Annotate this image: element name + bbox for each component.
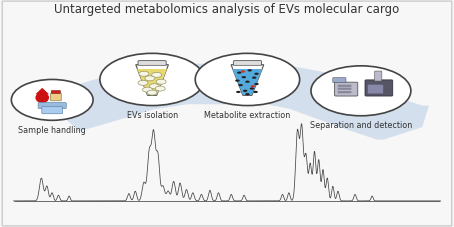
Circle shape [311,66,411,116]
Circle shape [252,76,257,79]
Text: Separation and detection: Separation and detection [310,121,412,130]
Circle shape [245,81,250,83]
Polygon shape [232,69,262,95]
Circle shape [254,73,259,75]
Polygon shape [136,65,168,95]
Circle shape [195,53,300,106]
FancyBboxPatch shape [38,103,66,109]
Circle shape [243,90,247,92]
Circle shape [250,87,254,90]
Circle shape [143,87,153,92]
Circle shape [245,93,250,95]
Circle shape [147,90,157,95]
Circle shape [237,72,242,74]
Circle shape [241,70,245,73]
Text: Metabolite extraction: Metabolite extraction [204,111,291,120]
Polygon shape [137,69,167,95]
FancyBboxPatch shape [335,82,358,96]
Polygon shape [35,88,49,94]
Circle shape [238,84,243,86]
FancyBboxPatch shape [365,80,393,96]
Circle shape [251,85,255,87]
FancyBboxPatch shape [375,71,382,81]
Polygon shape [231,65,264,95]
Circle shape [156,79,166,84]
Circle shape [145,76,155,81]
Text: Untargeted metabolomics analysis of EVs molecular cargo: Untargeted metabolomics analysis of EVs … [54,3,400,16]
Circle shape [155,86,165,91]
FancyBboxPatch shape [368,85,383,94]
Circle shape [254,83,259,85]
FancyBboxPatch shape [42,107,63,114]
FancyBboxPatch shape [233,66,262,69]
FancyBboxPatch shape [50,93,61,101]
FancyBboxPatch shape [338,85,351,87]
FancyBboxPatch shape [233,61,262,65]
Ellipse shape [35,92,49,103]
Text: Sample handling: Sample handling [18,126,86,135]
Circle shape [149,84,159,89]
Circle shape [138,80,148,85]
Polygon shape [39,64,429,140]
Circle shape [242,76,246,78]
Circle shape [11,79,93,120]
FancyBboxPatch shape [338,88,351,90]
Circle shape [253,91,258,93]
Circle shape [152,72,162,77]
FancyBboxPatch shape [338,91,351,93]
FancyBboxPatch shape [51,91,60,93]
Text: EVs isolation: EVs isolation [127,111,178,120]
Circle shape [247,69,252,72]
Circle shape [139,71,149,76]
Circle shape [236,91,241,93]
FancyBboxPatch shape [138,61,166,65]
FancyBboxPatch shape [138,66,166,69]
Circle shape [100,53,204,106]
Circle shape [235,79,240,82]
FancyBboxPatch shape [333,78,346,83]
